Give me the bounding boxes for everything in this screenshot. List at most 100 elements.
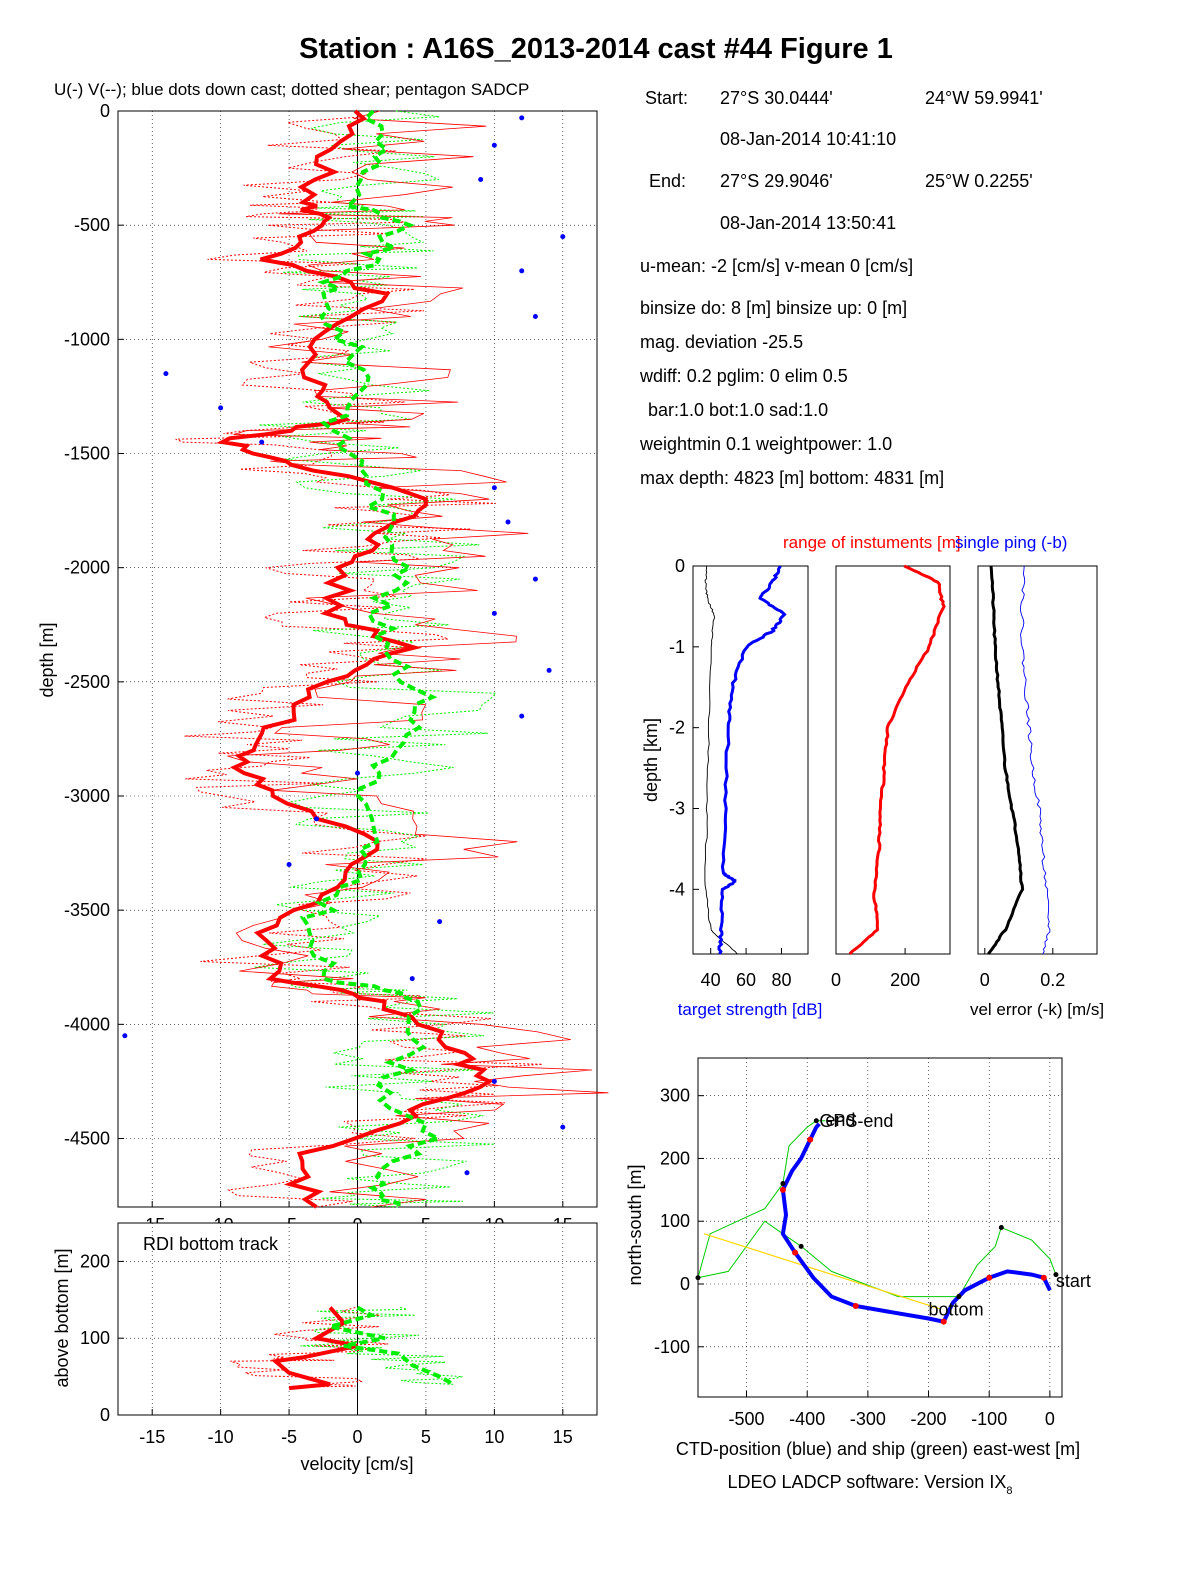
bt-u-shear — [230, 1307, 389, 1389]
start-lon: 24°W 59.9941' — [925, 88, 1043, 108]
y-tick-label: -4000 — [64, 1014, 110, 1034]
x-tick-label: -10 — [208, 1427, 234, 1447]
x-tick-label: -15 — [139, 1427, 165, 1447]
downcast-dot — [464, 1170, 470, 1176]
downcast-dot — [491, 485, 497, 491]
x-tick-label: 5 — [421, 1427, 431, 1447]
x-tick-label: 15 — [553, 1427, 573, 1447]
footer-software-sub: 8 — [1006, 1485, 1012, 1497]
ship-marker — [1053, 1272, 1059, 1278]
downcast-dot — [259, 439, 265, 445]
x-tick-label: 0 — [980, 970, 990, 990]
y-tick-label: 100 — [80, 1328, 110, 1348]
downcast-dot — [532, 576, 538, 582]
position-annotation: bottom — [929, 1299, 984, 1319]
velocity-plot-legend-title: U(-) V(--); blue dots down cast; dotted … — [54, 80, 529, 99]
x-tick-label: 0 — [831, 970, 841, 990]
position-annotation: GPS-end — [819, 1111, 893, 1131]
downcast-dot — [519, 713, 525, 719]
ship-marker — [956, 1294, 962, 1300]
x-tick-label: 40 — [701, 970, 721, 990]
ctd-marker — [986, 1274, 993, 1281]
downcast-dot — [122, 1033, 128, 1039]
y-tick-label: -3000 — [64, 786, 110, 806]
end-label: End: — [649, 171, 686, 191]
velocity-ylabel: depth [m] — [37, 622, 57, 697]
end-lon: 25°W 0.2255' — [925, 171, 1033, 191]
footer-software: LDEO LADCP software: Version IX8 — [728, 1472, 1013, 1497]
y-tick-label: -4500 — [64, 1129, 110, 1149]
x-tick-label: 0.2 — [1040, 970, 1065, 990]
straight-line — [703, 1233, 941, 1310]
ship-marker — [780, 1181, 786, 1187]
panel-series-line — [1020, 565, 1051, 955]
info-block: Start: 27°S 30.0444' 24°W 59.9941' 08-Ja… — [639, 88, 1043, 488]
y-tick-label: -1000 — [64, 329, 110, 349]
u-series-line — [216, 109, 494, 1209]
plot-frame — [697, 1057, 1063, 1398]
start-lat: 27°S 30.0444' — [720, 88, 833, 108]
bar-text: bar:1.0 bot:1.0 sad:1.0 — [648, 400, 828, 420]
x-tick-label: -5 — [281, 1427, 297, 1447]
plot-frame — [835, 565, 951, 955]
bt-v-line — [329, 1305, 455, 1387]
y-tick-label: -100 — [654, 1337, 690, 1357]
downcast-dot — [560, 234, 566, 240]
x-tick-label: 60 — [736, 970, 756, 990]
downcast-dot — [163, 371, 169, 377]
downcast-dot — [505, 519, 511, 525]
y-tick-label: 0 — [680, 1274, 690, 1294]
downcast-dot — [286, 862, 292, 867]
y-tick-label: -2000 — [64, 558, 110, 578]
footer-software-main: LDEO LADCP software: Version IX — [728, 1472, 1007, 1492]
downcast-dot — [546, 667, 552, 673]
x-tick-label: -400 — [789, 1409, 825, 1429]
downcast-dot — [491, 142, 497, 148]
depth-km-ylabel: depth [km] — [641, 718, 661, 802]
y-tick-label: 0 — [100, 1405, 110, 1425]
figure-title: Station : A16S_2013-2014 cast #44 Figure… — [299, 33, 893, 65]
downcast-dot — [560, 1124, 566, 1130]
y-tick-label: 100 — [660, 1211, 690, 1231]
depths-text: max depth: 4823 [m] bottom: 4831 [m] — [640, 468, 944, 488]
magdev-text: mag. deviation -25.5 — [640, 332, 803, 352]
downcast-dot — [491, 1078, 497, 1084]
bottom-track-ylabel: above bottom [m] — [52, 1248, 72, 1387]
y-tick-label: -500 — [74, 215, 110, 235]
ctd-marker — [852, 1302, 859, 1309]
y-tick-label: -1 — [669, 637, 685, 657]
velocity-profile-plot: -15-10-50510150-500-1000-1500-2000-2500-… — [64, 101, 609, 1235]
y-tick-label: -3 — [669, 799, 685, 819]
ship-marker — [798, 1243, 804, 1249]
target-strength-xlabel: target strength [dB] — [678, 1000, 823, 1019]
vel-error-plot: 0 0.2 — [977, 565, 1098, 990]
x-tick-label: 0 — [1045, 1409, 1055, 1429]
downcast-dot — [355, 770, 360, 776]
ship-marker — [813, 1118, 819, 1124]
x-tick-label: 200 — [890, 970, 920, 990]
end-time: 08-Jan-2014 13:50:41 — [720, 213, 896, 233]
position-annotation: end — [825, 1110, 855, 1130]
panel-series-line — [987, 565, 1025, 955]
range-title: range of instuments [m] — [783, 533, 961, 552]
downcast-dot — [519, 115, 525, 121]
plot-frame — [977, 565, 1098, 955]
ship-marker — [695, 1275, 701, 1281]
vel-error-xlabel: vel error (-k) [m/s] — [970, 1000, 1104, 1019]
x-tick-label: -300 — [850, 1409, 886, 1429]
bt-v-shear — [300, 1307, 463, 1385]
ctd-marker — [940, 1318, 947, 1325]
wdiff-text: wdiff: 0.2 pglim: 0 elim 0.5 — [639, 366, 848, 386]
downcast-dot — [478, 177, 484, 182]
x-tick-label: -100 — [971, 1409, 1007, 1429]
target-strength-plot: 40 60 80 0 -1 -2 -3 -4 — [669, 556, 809, 990]
ctd-marker — [792, 1249, 799, 1256]
u-downcast-trace — [227, 110, 609, 1208]
y-tick-label: 200 — [660, 1148, 690, 1168]
x-tick-label: -500 — [729, 1409, 765, 1429]
y-tick-label: -4 — [669, 879, 685, 899]
bottom-track-plot: -15 -10 -5 0 5 10 15 0 100 200 — [80, 1222, 598, 1447]
binsize-text: binsize do: 8 [m] binsize up: 0 [m] — [640, 298, 907, 318]
downcast-dot — [437, 919, 443, 925]
y-tick-label: -1500 — [64, 444, 110, 464]
